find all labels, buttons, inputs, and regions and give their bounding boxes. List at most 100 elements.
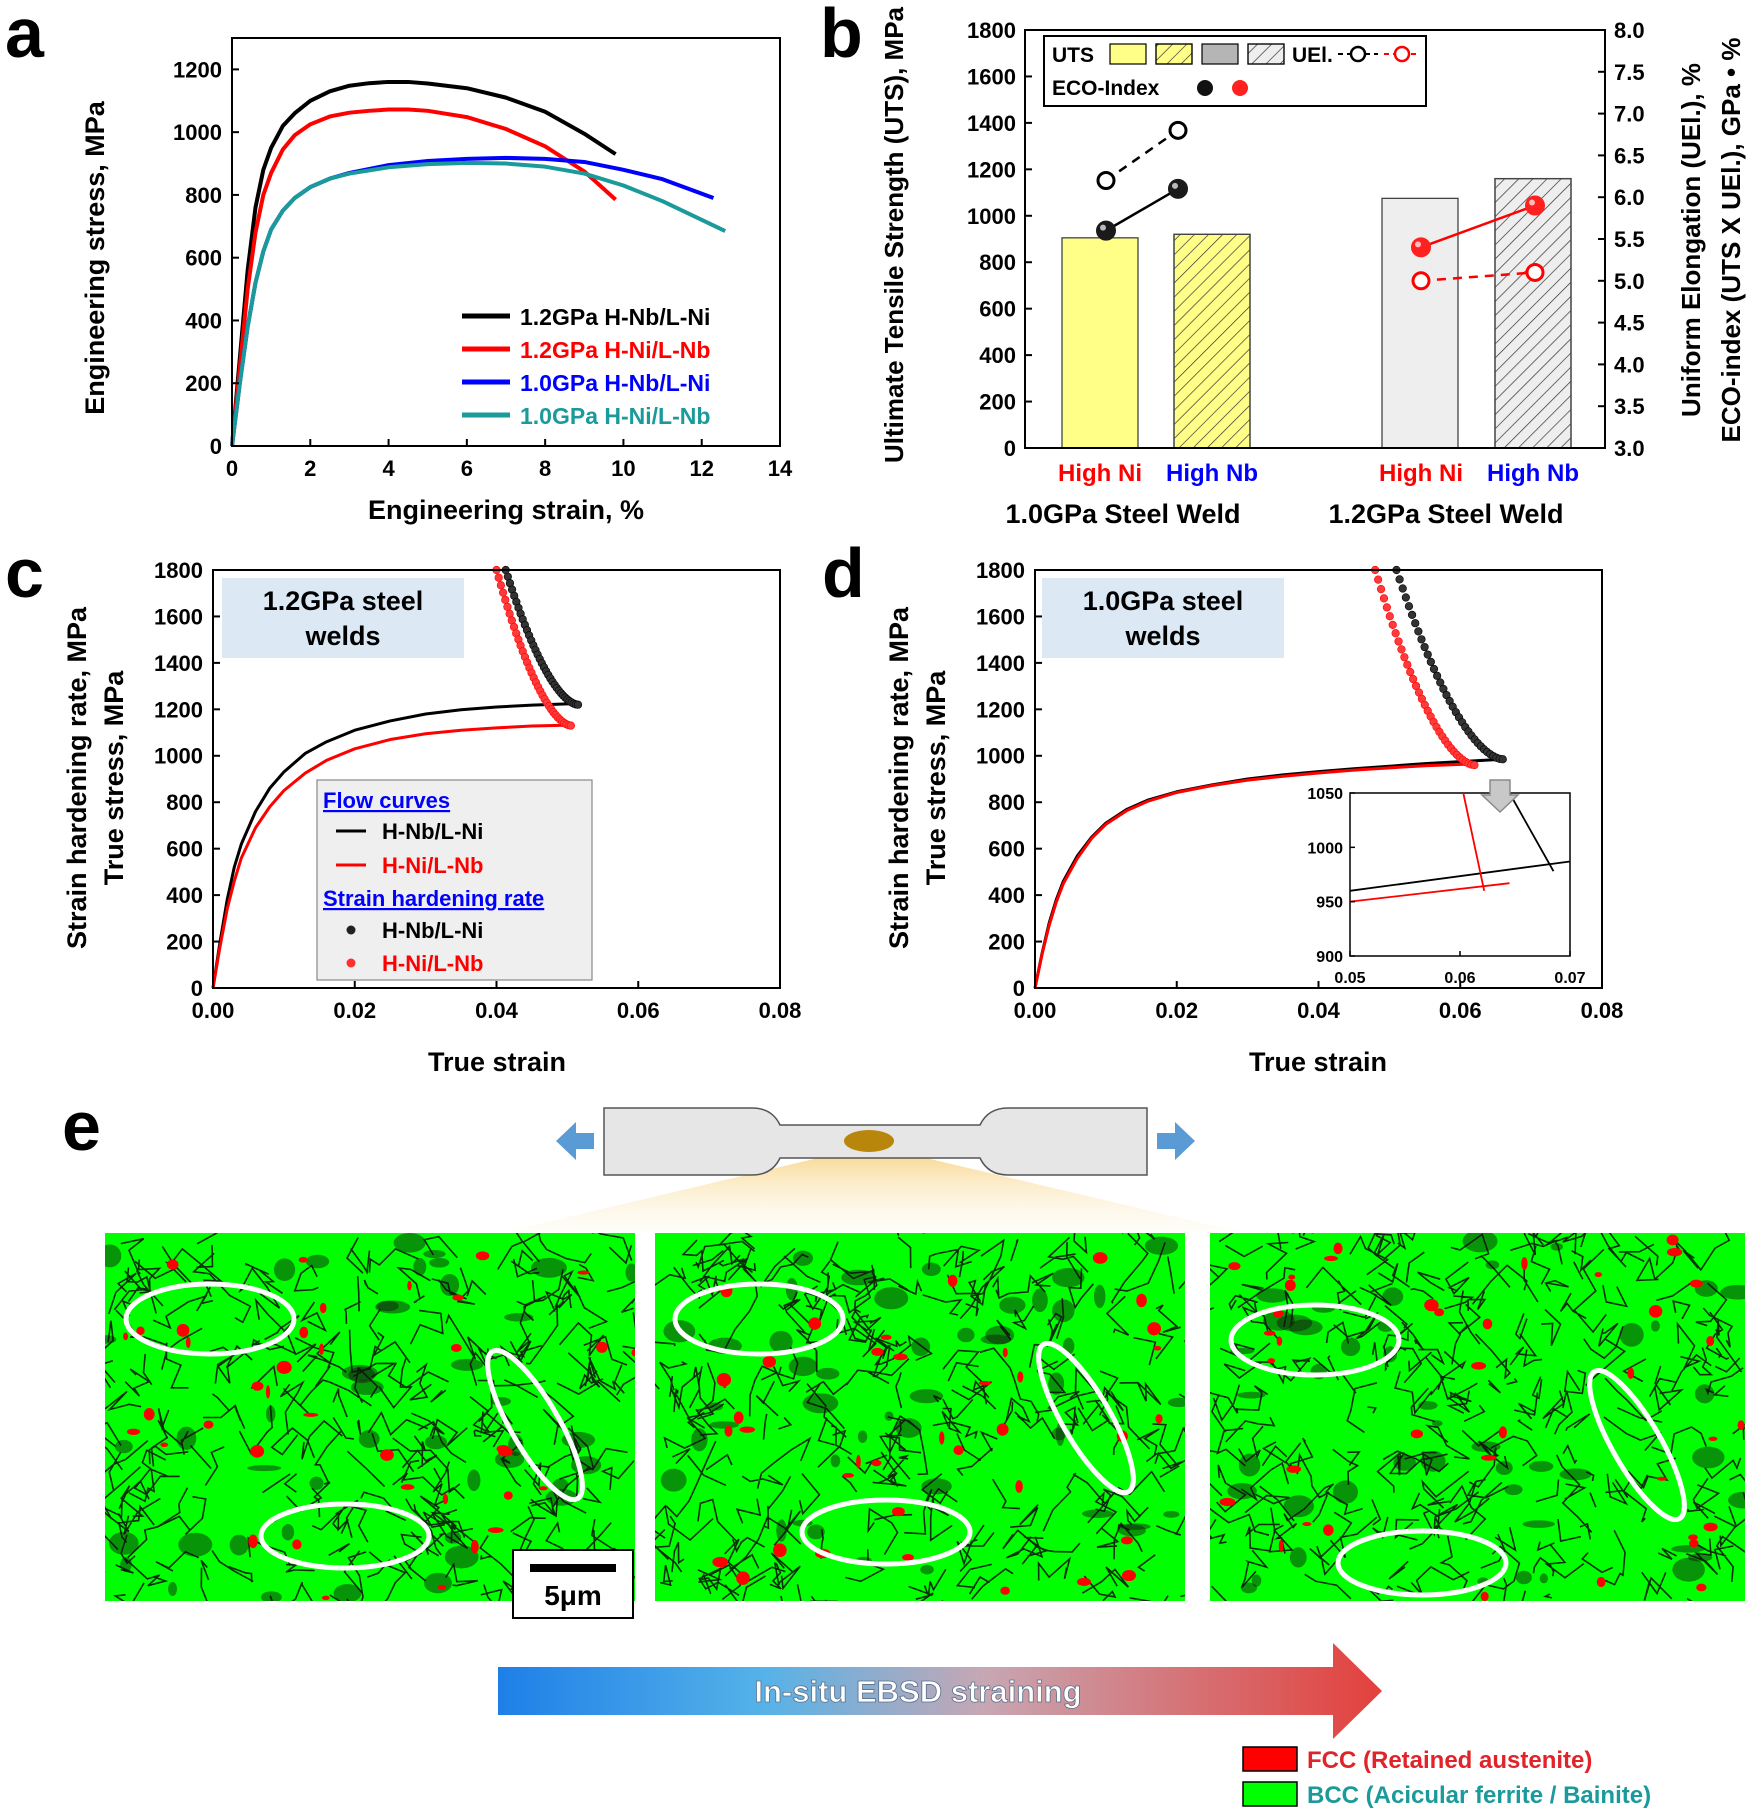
y-tick-label: 800 xyxy=(166,790,203,815)
legend-uts-label: UTS xyxy=(1052,44,1094,67)
fcc-island xyxy=(1147,1322,1162,1336)
panel-d-title-line1: 1.0GPa steel xyxy=(1083,586,1244,616)
flow-curve-2 xyxy=(211,723,571,989)
eco-point-highlight xyxy=(1172,182,1178,189)
dark-cluster xyxy=(341,1364,378,1381)
dark-cluster xyxy=(376,1300,399,1312)
dark-cluster xyxy=(229,1534,249,1556)
legend-uel-marker-black xyxy=(1349,45,1367,63)
x-tick-label: 0.02 xyxy=(1155,998,1198,1023)
fcc-island xyxy=(400,1484,415,1490)
grain-boundaries xyxy=(1210,1233,1745,1601)
panel-b-ylabel2: Uniform Elongation (UEl.), % xyxy=(1676,63,1706,417)
dark-cluster xyxy=(920,1564,934,1575)
fcc-island xyxy=(1424,1298,1439,1312)
scale-bar-label: 5μm xyxy=(544,1580,602,1611)
fcc-island xyxy=(1737,1420,1745,1430)
fcc-island xyxy=(298,1256,308,1263)
y-tick-label: 1200 xyxy=(976,697,1025,722)
y2-tick-label: 3.0 xyxy=(1614,436,1645,461)
fcc-island xyxy=(203,1420,214,1429)
ebsd-map-3 xyxy=(1210,1233,1745,1601)
y2-tick-label: 4.0 xyxy=(1614,352,1645,377)
dark-cluster xyxy=(260,1591,282,1601)
eco-connector xyxy=(1105,187,1179,232)
dark-cluster xyxy=(857,1430,868,1443)
fcc-island xyxy=(265,1385,271,1399)
dark-cluster xyxy=(921,1262,941,1277)
dark-cluster xyxy=(874,1287,909,1310)
x-tick-label: 0.08 xyxy=(759,998,802,1023)
fcc-island xyxy=(503,1491,513,1500)
uel-connector xyxy=(1420,271,1536,283)
fcc-island xyxy=(303,1412,319,1417)
hardening-point xyxy=(1429,664,1439,674)
dark-cluster xyxy=(1163,1510,1180,1518)
dark-cluster xyxy=(691,1428,708,1452)
ebsd-3-ellipse-1 xyxy=(1228,1302,1402,1378)
dark-cluster xyxy=(105,1335,117,1344)
panel-a-yticks: 0 200 400 600 800 1000 1200 xyxy=(173,57,239,459)
dark-cluster xyxy=(625,1263,635,1282)
legend-shr-marker-black xyxy=(346,925,356,935)
hardening-point xyxy=(1374,575,1383,584)
fcc-island xyxy=(1228,1262,1241,1271)
fcc-island xyxy=(498,1447,513,1457)
hardening-point xyxy=(1470,760,1479,770)
panel-c-series xyxy=(211,565,583,989)
fcc-island xyxy=(380,1449,394,1461)
fcc-island xyxy=(299,1326,309,1339)
fcc-island xyxy=(1121,1570,1137,1582)
y-tick-label: 1800 xyxy=(976,558,1025,583)
dark-cluster xyxy=(1240,1582,1257,1594)
fcc-island xyxy=(143,1407,155,1421)
hardening-point xyxy=(1400,653,1409,662)
dark-cluster xyxy=(788,1356,818,1377)
fcc-island xyxy=(1263,1330,1276,1336)
y-tick-label: 1200 xyxy=(967,157,1016,182)
fcc-island xyxy=(176,1323,190,1337)
legend-shr-label-2: H-Ni/L-Nb xyxy=(382,951,483,976)
fcc-island xyxy=(1278,1539,1284,1553)
y-tick-label: 0 xyxy=(191,976,203,1001)
fcc-island xyxy=(442,1494,449,1505)
dark-cluster xyxy=(114,1439,133,1454)
panel-d-inset: 0.05 0.06 0.07 900 950 1000 1050 xyxy=(1307,779,1586,987)
legend-flow-label-1: H-Nb/L-Ni xyxy=(382,819,483,844)
hardening-point xyxy=(1407,610,1417,619)
y-tick-label: 600 xyxy=(988,837,1025,862)
y2-tick-label: 5.5 xyxy=(1614,227,1645,252)
dark-cluster xyxy=(178,1532,213,1557)
hardening-point xyxy=(1404,602,1414,611)
x-tick-label: 0.04 xyxy=(475,998,519,1023)
x-tick-label: 2 xyxy=(304,456,316,481)
inset-series xyxy=(1349,792,1571,903)
legend-label-a2: 1.2GPa H-Ni/L-Nb xyxy=(520,337,710,363)
series-line-4 xyxy=(230,160,727,447)
dark-cluster xyxy=(1471,1441,1501,1453)
panel-b-group-1: 1.0GPa Steel Weld xyxy=(1005,499,1240,529)
fcc-island xyxy=(880,1334,892,1340)
hardening-point xyxy=(1403,660,1412,669)
fcc-island xyxy=(1284,1279,1296,1292)
fcc-island xyxy=(450,1344,462,1352)
panel-b-ylabel: Ultimate Tensile Strength (UTS), MPa xyxy=(879,6,909,463)
legend-uts-swatch-1 xyxy=(1109,43,1147,65)
panel-d-xticks: 0.00 0.02 0.04 0.06 0.08 xyxy=(1014,981,1623,1023)
legend-uel-marker-red xyxy=(1393,45,1411,63)
fcc-island xyxy=(1498,1426,1507,1439)
hardening-point xyxy=(1411,619,1420,628)
panel-b-bars xyxy=(1061,120,1572,449)
dark-cluster xyxy=(333,1584,362,1601)
left-pull-arrow-icon xyxy=(556,1122,594,1160)
panel-a-letter: a xyxy=(5,0,45,72)
dark-cluster xyxy=(1052,1299,1075,1323)
fcc-island xyxy=(136,1326,145,1335)
fcc-island xyxy=(319,1343,325,1355)
dark-cluster xyxy=(375,1300,411,1314)
panel-d-title-box xyxy=(1042,578,1284,658)
fcc-island xyxy=(470,1539,479,1554)
uel-connector xyxy=(1105,129,1179,182)
fcc-island xyxy=(1666,1234,1679,1246)
panel-c-xticks: 0.00 0.02 0.04 0.06 0.08 xyxy=(192,981,802,1023)
